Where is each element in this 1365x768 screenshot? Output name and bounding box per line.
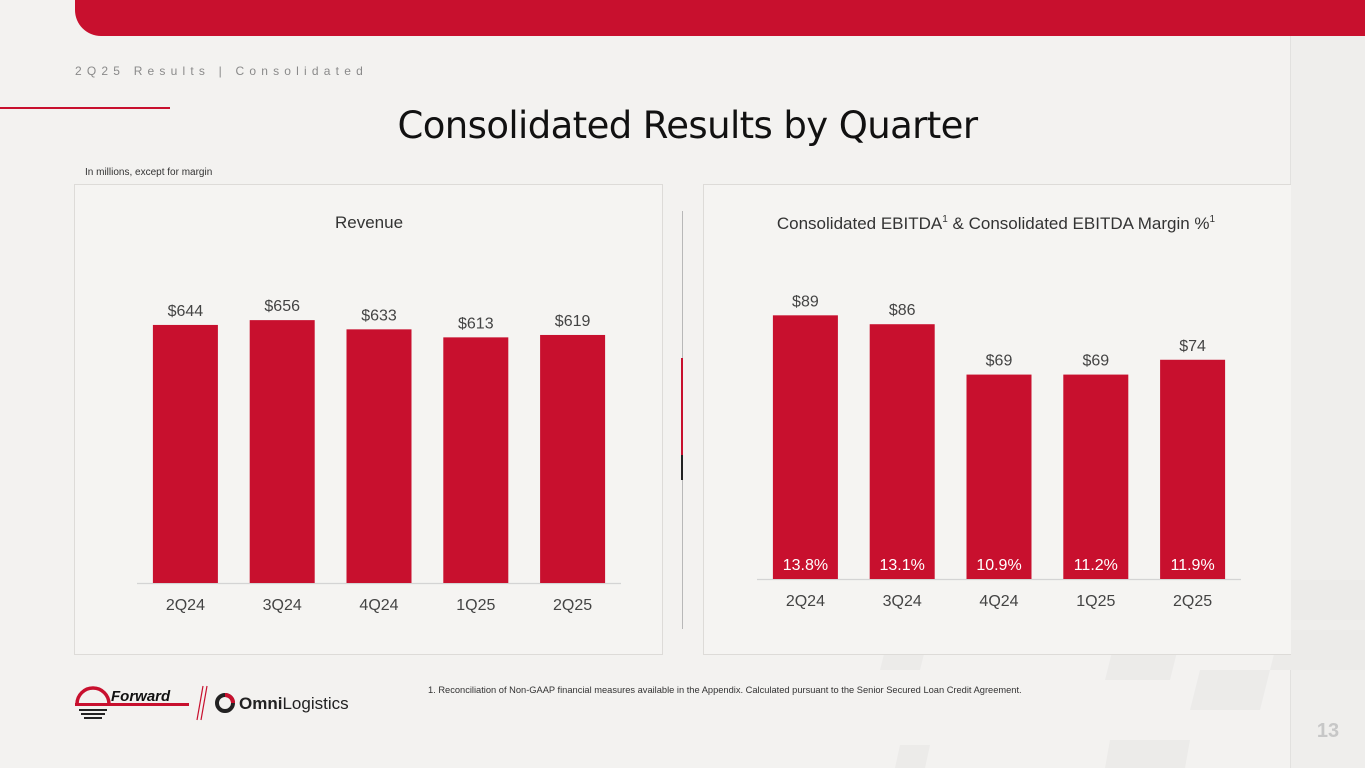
bar-2Q24	[152, 324, 218, 583]
omni-logo: OmniLogistics	[215, 693, 349, 713]
tick-label-4Q24: 4Q24	[979, 593, 1018, 610]
value-label-3Q24: $86	[889, 302, 916, 319]
tick-label-2Q25: 2Q25	[553, 597, 592, 614]
bar-3Q24	[249, 320, 315, 583]
bar-2Q25	[540, 334, 606, 583]
revenue-chart-panel: Revenue $644 2Q24 $656 3Q24 $633 4Q24 $613 1Q25 $…	[74, 184, 663, 655]
ebitda-chart: Consolidated EBITDA1 & Consolidated EBIT…	[757, 214, 1241, 610]
tick-label-2Q24: 2Q24	[166, 597, 205, 614]
bar-2Q24	[772, 315, 838, 579]
margin-label-3Q24: 13.1%	[880, 557, 925, 574]
footnote: 1. Reconciliation of Non-GAAP financial …	[428, 685, 1022, 695]
tick-label-2Q24: 2Q24	[786, 593, 825, 610]
bar-2Q25	[1160, 359, 1226, 579]
bar-1Q25	[443, 337, 509, 583]
value-label-2Q24: $644	[168, 303, 204, 320]
page-title: Consolidated Results by Quarter	[397, 104, 979, 147]
bar-1Q25	[1063, 374, 1129, 579]
top-accent-bar	[75, 0, 1365, 36]
svg-text:OmniLogistics: OmniLogistics	[239, 694, 349, 713]
margin-label-4Q24: 10.9%	[976, 557, 1021, 574]
value-label-4Q24: $633	[361, 307, 397, 324]
chart-title-sup: 1	[942, 214, 948, 225]
chart-title: Revenue	[335, 213, 403, 232]
tick-label-3Q24: 3Q24	[263, 597, 302, 614]
forward-logo: Forward	[75, 686, 189, 719]
bar-4Q24	[346, 329, 412, 583]
margin-label-1Q25: 11.2%	[1074, 557, 1118, 574]
logo-separator	[196, 685, 204, 721]
section-label: 2Q25 Results | Consolidated	[75, 64, 368, 78]
forward-logo-text: Forward	[111, 688, 171, 705]
omni-logo-light: Logistics	[282, 694, 348, 713]
divider-accent	[681, 358, 683, 480]
chart-title-main: Consolidated EBITDA	[777, 214, 943, 233]
accent-line	[0, 107, 170, 109]
tick-label-3Q24: 3Q24	[883, 593, 922, 610]
chart-title-sup-2: 1	[1210, 214, 1216, 225]
revenue-chart: Revenue $644 2Q24 $656 3Q24 $633 4Q24 $613 1Q25 $…	[137, 213, 621, 614]
ebitda-chart-panel: Consolidated EBITDA1 & Consolidated EBIT…	[703, 184, 1291, 655]
company-logos: Forward OmniLogistics	[75, 685, 349, 721]
tick-label-1Q25: 1Q25	[1076, 593, 1115, 610]
logo-separator-2	[200, 685, 208, 721]
units-note: In millions, except for margin	[85, 167, 213, 178]
chart-title-mid: & Consolidated EBITDA Margin %	[948, 214, 1210, 233]
chart-title: Consolidated EBITDA1 & Consolidated EBIT…	[777, 214, 1216, 233]
margin-label-2Q24: 13.8%	[783, 557, 828, 574]
value-label-4Q24: $69	[986, 353, 1013, 370]
value-label-2Q25: $619	[555, 313, 591, 330]
divider-dark-accent	[681, 455, 683, 480]
margin-label-2Q25: 11.9%	[1171, 557, 1215, 574]
bar-4Q24	[966, 374, 1032, 579]
value-label-2Q25: $74	[1179, 338, 1206, 355]
tick-label-2Q25: 2Q25	[1173, 593, 1212, 610]
value-label-1Q25: $69	[1082, 353, 1109, 370]
tick-label-1Q25: 1Q25	[456, 597, 495, 614]
tick-label-4Q24: 4Q24	[359, 597, 398, 614]
omni-logo-bold: Omni	[239, 694, 282, 713]
bar-3Q24	[869, 324, 935, 579]
value-label-2Q24: $89	[792, 293, 819, 310]
page-number: 13	[1316, 720, 1340, 742]
value-label-3Q24: $656	[264, 298, 300, 315]
value-label-1Q25: $613	[458, 315, 494, 332]
